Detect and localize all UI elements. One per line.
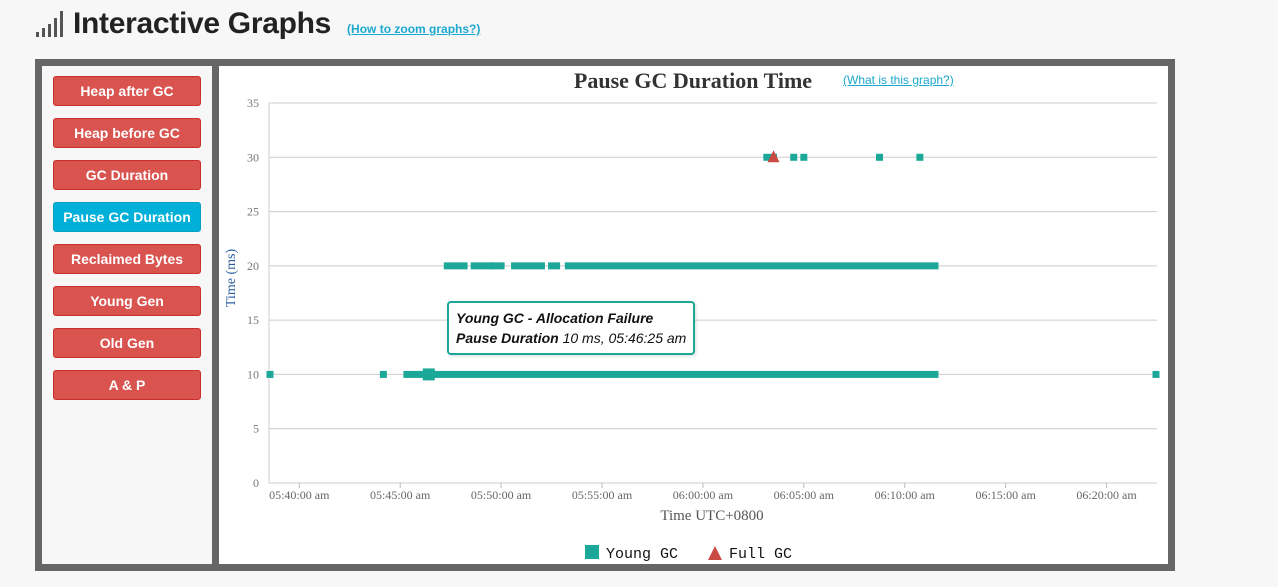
- page-header: Interactive Graphs (How to zoom graphs?): [36, 6, 480, 42]
- x-tick-label: 06:10:00 am: [875, 488, 936, 502]
- tooltip-value: 10 ms, 05:46:25 am: [562, 330, 687, 346]
- young-gc-run[interactable]: [403, 370, 939, 378]
- young-gc-run[interactable]: [511, 262, 532, 270]
- y-axis-label: Time (ms): [224, 249, 239, 308]
- chart-panel: Pause GC Duration Time 0 5 10 15 20 25 30 35 05…: [219, 66, 1168, 564]
- young-gc-run[interactable]: [548, 262, 561, 270]
- a-and-p-button[interactable]: A & P: [53, 370, 201, 400]
- y-tick-labels: 0 5 10 15 20 25 30 35: [247, 96, 259, 490]
- graph-sidebar: Heap after GC Heap before GC GC Duration…: [42, 66, 212, 564]
- y-tick-label: 35: [247, 96, 259, 110]
- y-tick-label: 30: [247, 150, 259, 164]
- x-tick-label: 05:50:00 am: [471, 488, 532, 502]
- young-gc-point-hovered[interactable]: [422, 368, 435, 381]
- x-tick-label: 05:40:00 am: [269, 488, 330, 502]
- y-tick-label: 20: [247, 259, 259, 273]
- x-tick-label: 05:55:00 am: [572, 488, 633, 502]
- young-gc-point[interactable]: [379, 370, 387, 378]
- data-point-tooltip: Young GC - Allocation Failure Pause Dura…: [447, 301, 696, 355]
- zoom-help-link[interactable]: (How to zoom graphs?): [347, 22, 481, 36]
- x-tick-labels: 05:40:00 am 05:45:00 am 05:50:00 am 05:55:0…: [269, 483, 1137, 502]
- legend-young-gc-swatch: [585, 545, 599, 559]
- page-title: Interactive Graphs: [73, 7, 332, 40]
- young-gc-run[interactable]: [443, 262, 468, 270]
- y-tick-label: 10: [247, 367, 259, 381]
- heap-before-gc-button[interactable]: Heap before GC: [53, 118, 201, 148]
- chart-legend[interactable]: Young GC Full GC: [585, 545, 792, 563]
- tooltip-label: Pause Duration: [456, 330, 559, 346]
- young-gc-run[interactable]: [531, 262, 545, 270]
- x-tick-label: 06:00:00 am: [673, 488, 734, 502]
- reclaimed-bytes-button[interactable]: Reclaimed Bytes: [53, 244, 201, 274]
- chart-title: Pause GC Duration Time: [574, 68, 812, 93]
- y-tick-label: 25: [247, 205, 259, 219]
- legend-full-gc-label[interactable]: Full GC: [729, 546, 792, 563]
- legend-full-gc-swatch: [708, 546, 722, 560]
- young-gc-point[interactable]: [790, 153, 798, 161]
- young-gen-button[interactable]: Young Gen: [53, 286, 201, 316]
- x-tick-label: 06:15:00 am: [975, 488, 1036, 502]
- data-marks[interactable]: [266, 150, 1160, 381]
- young-gc-run[interactable]: [564, 262, 939, 270]
- young-gc-point[interactable]: [1152, 370, 1160, 378]
- pause-gc-chart[interactable]: Pause GC Duration Time 0 5 10 15 20 25 30 35 05…: [219, 66, 1168, 564]
- young-gc-run[interactable]: [490, 262, 505, 270]
- old-gen-button[interactable]: Old Gen: [53, 328, 201, 358]
- x-tick-label: 06:20:00 am: [1076, 488, 1137, 502]
- grid-lines: [268, 102, 1157, 484]
- pause-gc-duration-button[interactable]: Pause GC Duration: [53, 202, 201, 232]
- young-gc-point[interactable]: [800, 153, 808, 161]
- signal-bars-icon: [36, 11, 63, 37]
- tooltip-title: Young GC - Allocation Failure: [456, 310, 654, 326]
- y-tick-label: 5: [253, 422, 259, 436]
- young-gc-run[interactable]: [470, 262, 495, 270]
- y-tick-label: 15: [247, 313, 259, 327]
- heap-after-gc-button[interactable]: Heap after GC: [53, 76, 201, 106]
- young-gc-point[interactable]: [266, 370, 274, 378]
- x-tick-label: 05:45:00 am: [370, 488, 431, 502]
- full-gc-point[interactable]: [767, 150, 780, 163]
- x-axis-label: Time UTC+0800: [660, 508, 763, 524]
- x-tick-label: 06:05:00 am: [774, 488, 835, 502]
- young-gc-point[interactable]: [916, 153, 924, 161]
- gc-duration-button[interactable]: GC Duration: [53, 160, 201, 190]
- what-is-this-graph-link[interactable]: (What is this graph?): [843, 73, 954, 87]
- y-tick-label: 0: [253, 476, 259, 490]
- young-gc-point[interactable]: [876, 153, 883, 161]
- legend-young-gc-label[interactable]: Young GC: [606, 546, 678, 563]
